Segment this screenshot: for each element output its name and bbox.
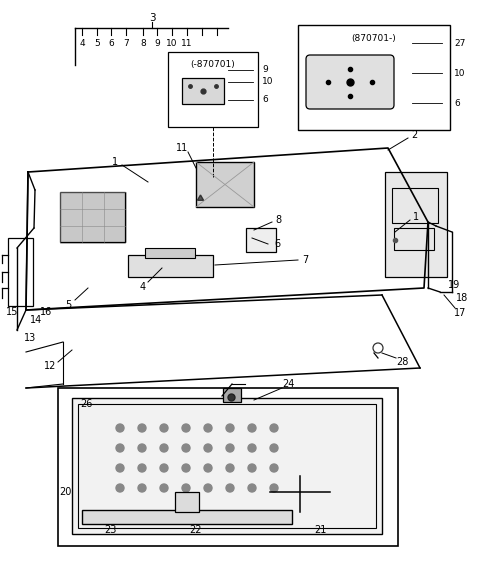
Circle shape [160,464,168,472]
Bar [182,78,224,104]
Circle shape [138,444,146,452]
Circle shape [182,444,190,452]
Circle shape [248,484,256,492]
Text: 2: 2 [411,130,417,140]
Bar [392,188,438,223]
Circle shape [160,444,168,452]
Circle shape [160,484,168,492]
Bar [72,398,382,534]
Text: 8: 8 [275,215,281,225]
Bar [168,52,258,127]
Text: 19: 19 [448,280,460,290]
Text: 1: 1 [413,212,419,222]
Bar [246,228,276,252]
Circle shape [182,424,190,432]
Text: 13: 13 [24,333,36,343]
Text: (-870701): (-870701) [191,61,235,69]
Bar [145,248,195,258]
Text: 6: 6 [262,96,268,104]
Text: 21: 21 [314,525,326,535]
Bar [196,162,254,207]
Circle shape [116,484,124,492]
Circle shape [116,424,124,432]
Text: 6: 6 [454,99,460,107]
Circle shape [248,464,256,472]
Circle shape [138,464,146,472]
Text: 28: 28 [396,357,408,367]
Text: 6: 6 [274,239,280,249]
Text: 11: 11 [181,39,193,48]
Circle shape [226,424,234,432]
Text: 7: 7 [123,39,129,48]
Text: 11: 11 [176,143,188,153]
Bar [175,492,199,512]
Circle shape [204,484,212,492]
Text: 6: 6 [108,39,114,48]
FancyBboxPatch shape [306,55,394,109]
Text: 10: 10 [166,39,178,48]
Circle shape [248,424,256,432]
Text: 5: 5 [65,300,71,310]
Circle shape [160,424,168,432]
Text: 17: 17 [454,308,466,318]
Text: 18: 18 [456,293,468,303]
Text: 16: 16 [40,307,52,317]
Circle shape [270,444,278,452]
Bar [60,192,125,242]
Bar [223,388,241,402]
Bar [128,255,213,277]
Text: 23: 23 [104,525,116,535]
Circle shape [226,484,234,492]
Circle shape [182,484,190,492]
Circle shape [248,444,256,452]
Text: 22: 22 [189,525,201,535]
Text: 3: 3 [149,13,156,23]
Text: 7: 7 [302,255,308,265]
Text: 24: 24 [282,379,294,389]
Text: 4: 4 [140,282,146,292]
Text: 15: 15 [6,307,18,317]
Bar [58,388,398,546]
Text: 8: 8 [140,39,146,48]
Text: 14: 14 [30,315,42,325]
Text: 9: 9 [262,66,268,74]
Circle shape [270,464,278,472]
Text: 5: 5 [94,39,100,48]
Text: 20: 20 [59,487,71,497]
Text: 4: 4 [79,39,85,48]
Text: 10: 10 [454,69,466,77]
Text: 26: 26 [80,399,92,409]
Circle shape [226,444,234,452]
Bar [394,228,434,250]
Text: 1: 1 [112,157,118,167]
Text: 12: 12 [44,361,56,371]
Circle shape [182,464,190,472]
Text: 10: 10 [262,77,274,87]
Text: 9: 9 [154,39,160,48]
Circle shape [204,424,212,432]
Bar [8,238,33,306]
Circle shape [226,464,234,472]
Bar [78,404,376,528]
Circle shape [204,444,212,452]
Circle shape [270,484,278,492]
Circle shape [116,464,124,472]
Bar [298,25,450,130]
Circle shape [138,424,146,432]
Bar [82,510,292,524]
Text: (870701-): (870701-) [352,33,396,43]
Text: 27: 27 [454,39,466,47]
Circle shape [116,444,124,452]
Circle shape [138,484,146,492]
Circle shape [270,424,278,432]
Bar [385,172,447,277]
Circle shape [204,464,212,472]
